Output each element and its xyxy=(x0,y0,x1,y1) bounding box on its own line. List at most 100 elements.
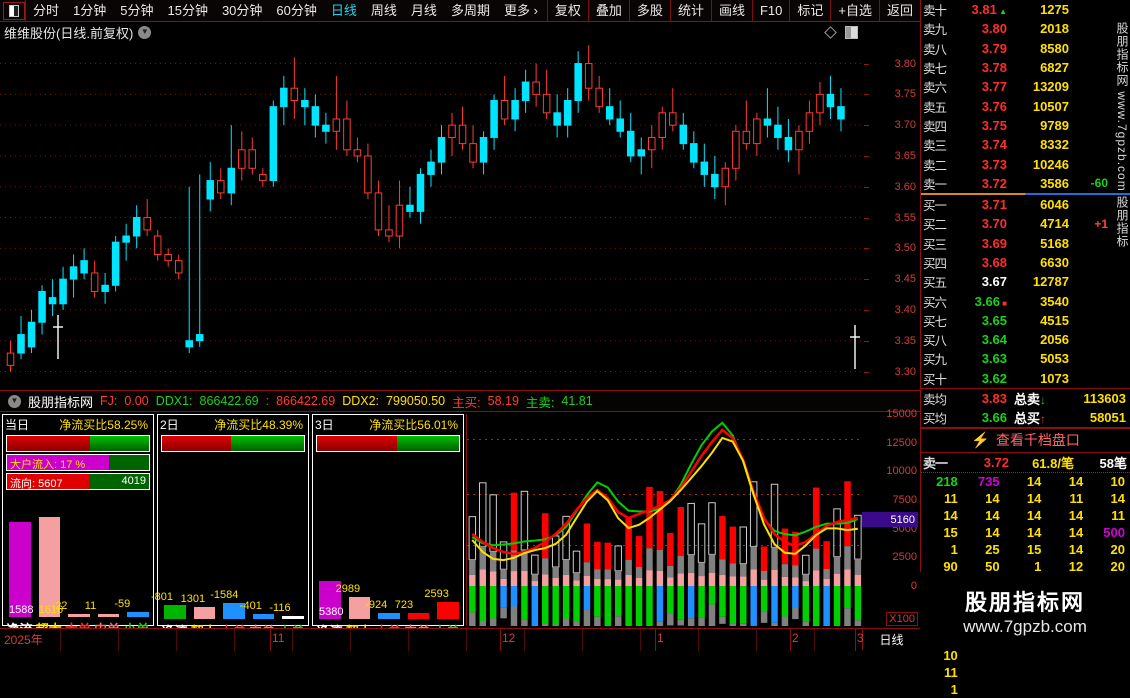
panel-icon[interactable] xyxy=(845,25,858,39)
tab-15min[interactable]: 15分钟 xyxy=(167,2,208,18)
button-biaoji[interactable]: 标记 xyxy=(789,0,830,22)
order-book-row[interactable]: 卖四 3.75 9789 xyxy=(921,116,1130,135)
volume-ddx-chart[interactable] xyxy=(466,414,863,654)
lot-cell: 10 xyxy=(1110,473,1125,489)
button-return[interactable]: 返回 xyxy=(878,0,920,22)
order-book-row[interactable]: 卖五 3.76 10507 xyxy=(921,96,1130,115)
volume-bar-gray xyxy=(510,550,518,572)
zhumai-label: 主买: xyxy=(452,395,481,410)
candlestick-chart[interactable] xyxy=(0,42,862,390)
candle-body xyxy=(448,124,456,138)
button-huaxian[interactable]: 画线 xyxy=(710,0,752,22)
candle-body xyxy=(269,106,278,182)
tab-30min[interactable]: 30分钟 xyxy=(221,2,263,18)
button-add-watchlist[interactable]: +自选 xyxy=(830,0,879,22)
order-book-row[interactable]: 卖十 3.81 ▲ 1275 xyxy=(921,0,1130,19)
flow-panel-2day[interactable]: 2日净流买比48.39%-8011301-1584-401-116净流超大大单中… xyxy=(151,414,309,639)
volume-bar-lower xyxy=(604,586,612,630)
sell-levels: 卖十 3.81 ▲ 1275 卖九 3.80 2018 卖八 3.79 8580 卖七 3.78 68… xyxy=(921,0,1130,195)
order-book-row[interactable]: 买二 3.70 4714 +1 xyxy=(921,214,1130,233)
candle-body xyxy=(195,334,204,342)
tab-fenshi[interactable]: 分时 xyxy=(33,2,60,18)
order-book-row[interactable]: 卖二 3.73 10246 xyxy=(921,154,1130,173)
order-book-row[interactable]: 卖三 3.74 8332 xyxy=(921,135,1130,154)
summary-name: 总买↑ xyxy=(1013,410,1046,426)
ratio-buy-segment xyxy=(7,436,90,451)
tab-weekly[interactable]: 周线 xyxy=(370,2,397,18)
order-book-row[interactable]: 买十 3.62 1073 xyxy=(921,369,1130,388)
candle-body xyxy=(647,136,656,151)
ratio-buy-segment xyxy=(317,436,397,451)
tab-5min[interactable]: 5分钟 xyxy=(120,2,154,18)
ddx2-value: 799050.50 xyxy=(386,394,446,408)
order-book-row[interactable]: 买九 3.63 5053 xyxy=(921,349,1130,368)
volume-bar-pink xyxy=(646,570,653,586)
fj-label: FJ: xyxy=(100,394,118,408)
diamond-icon[interactable] xyxy=(824,25,837,39)
money-flow-panels: 当日 净流买比58.25% 大户流入: 17 % 流向: 5607 4019 1588 16… xyxy=(0,412,920,639)
volume-bar-pink xyxy=(812,570,820,586)
order-volume: 10246 xyxy=(1032,156,1069,172)
flow-bar xyxy=(9,522,31,617)
order-book-row[interactable]: 卖八 3.79 8580 xyxy=(921,39,1130,58)
volume-bar-pink xyxy=(562,574,570,586)
volume-bar-lower-gray xyxy=(740,623,747,635)
large-holder-rest xyxy=(109,455,149,470)
layout-icon[interactable] xyxy=(3,1,25,20)
volume-bar-lower xyxy=(614,586,622,617)
order-book-row[interactable]: 买四 3.68 6630 xyxy=(921,253,1130,272)
order-book-row[interactable]: 卖一 3.72 3586 -60 xyxy=(921,174,1130,193)
flow-bar-value: 723 xyxy=(394,599,414,611)
order-book-row[interactable]: 买六 3.66 ■ 3540 xyxy=(921,291,1130,310)
date-divider xyxy=(655,629,656,651)
button-f10[interactable]: F10 xyxy=(751,0,789,22)
tab-60min[interactable]: 60分钟 xyxy=(276,2,317,18)
order-book-row[interactable]: 买八 3.64 2056 xyxy=(921,330,1130,349)
flow-panel-3day[interactable]: 3日净流买比56.01%53802989-9247232593净流超大大单中单小… xyxy=(312,414,464,639)
chevron-down-circle-icon[interactable]: ▼ xyxy=(8,394,21,408)
price-tick-mark xyxy=(864,125,869,127)
candle-body xyxy=(816,93,824,114)
flow-bar-value: -59 xyxy=(114,598,131,610)
flow-panel-today[interactable]: 当日 净流买比58.25% 大户流入: 17 % 流向: 5607 4019 1588 16… xyxy=(2,414,154,637)
volume-bar-pink xyxy=(573,580,580,586)
candle-body xyxy=(679,124,688,145)
volume-bar-pink xyxy=(500,578,507,586)
button-fuquan[interactable]: 复权 xyxy=(546,0,588,22)
order-book-row[interactable]: 买七 3.65 4515 xyxy=(921,311,1130,330)
order-book-row[interactable]: 买三 3.69 5168 xyxy=(921,234,1130,253)
flow-bar-value: 1301 xyxy=(180,593,206,605)
order-book-row[interactable]: 买五 3.67 12787 xyxy=(921,272,1130,291)
volume-bar-gray xyxy=(469,559,476,575)
view-thousand-levels-button[interactable]: ⚡ 查看千档盘口 xyxy=(921,427,1130,453)
button-duogu[interactable]: 多股 xyxy=(628,0,670,22)
tab-more[interactable]: 更多 › xyxy=(503,2,538,18)
order-level-label: 卖五 xyxy=(923,100,947,115)
ratio-sell-segment xyxy=(396,436,459,451)
order-book-row[interactable]: 卖九 3.80 2018 xyxy=(921,19,1130,38)
price-tick-mark xyxy=(864,248,869,250)
order-book-row[interactable]: 卖七 3.78 6827 xyxy=(921,58,1130,77)
tab-1min[interactable]: 1分钟 xyxy=(73,2,107,18)
tab-multi-period[interactable]: 多周期 xyxy=(450,2,490,18)
volume-bar-top xyxy=(854,514,862,560)
order-level-label: 卖三 xyxy=(923,139,947,154)
order-level-label: 卖二 xyxy=(923,158,947,173)
flow-panel-header: 当日 净流买比58.25% xyxy=(3,415,153,433)
chevron-down-icon[interactable]: ▼ xyxy=(138,25,152,39)
tab-monthly[interactable]: 月线 xyxy=(410,2,437,18)
indicator-header: ▼ 股朋指标网 FJ: 0.00 DDX1: 866422.69 : 86642… xyxy=(0,390,920,412)
button-tongji[interactable]: 统计 xyxy=(669,0,711,22)
order-level-label: 买二 xyxy=(923,218,947,233)
volume-bar-pink xyxy=(552,577,559,586)
order-book-panel: 卖十 3.81 ▲ 1275 卖九 3.80 2018 卖八 3.79 8580 卖七 3.78 68… xyxy=(920,0,1130,697)
period-toolbar: 分时 1分钟 5分钟 15分钟 30分钟 60分钟 日线 周线 月线 多周期 更… xyxy=(0,0,920,22)
volume-bar-lower-gray xyxy=(844,608,851,633)
tab-daily[interactable]: 日线 xyxy=(330,2,357,18)
volume-bar-lower xyxy=(719,586,726,617)
button-diejia[interactable]: 叠加 xyxy=(587,0,629,22)
date-tick xyxy=(408,629,409,651)
order-book-row[interactable]: 买一 3.71 6046 xyxy=(921,195,1130,214)
volume-bar-top xyxy=(697,523,706,563)
order-book-row[interactable]: 卖六 3.77 13209 xyxy=(921,77,1130,96)
